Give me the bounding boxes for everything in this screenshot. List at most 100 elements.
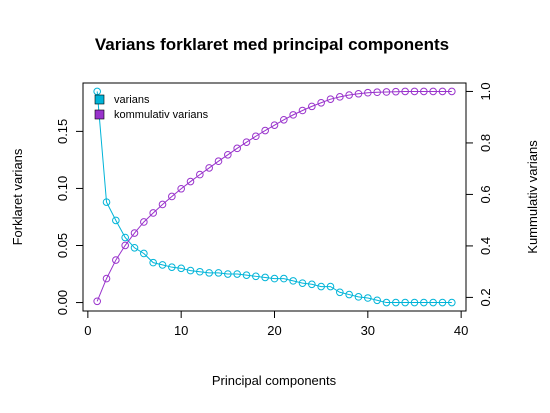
data-point-kommulativ-varians xyxy=(373,88,381,97)
x-tick-label: 20 xyxy=(267,323,281,338)
data-point-varians xyxy=(336,288,344,297)
x-tick-label: 10 xyxy=(174,323,188,338)
data-point-varians xyxy=(168,263,176,271)
data-point-kommulativ-varians xyxy=(149,209,157,217)
data-point-varians xyxy=(373,296,381,305)
data-point-kommulativ-varians xyxy=(289,111,297,119)
data-point-kommulativ-varians xyxy=(410,87,419,96)
data-point-varians xyxy=(196,267,204,276)
data-point-varians xyxy=(177,264,185,273)
x-tick-label: 0 xyxy=(84,323,91,338)
y-axis-left: 0.00 0.05 0.10 0.15 xyxy=(55,119,84,315)
data-point-varians xyxy=(410,298,419,307)
data-point-kommulativ-varians xyxy=(140,218,148,226)
data-point-kommulativ-varians xyxy=(130,229,139,237)
data-point-varians xyxy=(326,282,335,291)
data-point-varians xyxy=(214,269,223,277)
data-point-kommulativ-varians xyxy=(308,102,316,111)
series-line-kommulativ-varians xyxy=(96,90,452,302)
data-point-kommulativ-varians xyxy=(429,87,437,96)
data-point-kommulativ-varians xyxy=(401,87,409,96)
data-point-kommulativ-varians xyxy=(214,157,223,166)
chart-title: Varians forklaret med principal componen… xyxy=(95,35,449,54)
data-point-varians xyxy=(420,298,428,307)
data-point-varians xyxy=(112,216,120,225)
data-point-kommulativ-varians xyxy=(392,87,400,96)
legend: varians kommulativ varians xyxy=(94,94,209,121)
x-axis-label: Principal components xyxy=(212,373,337,388)
data-point-varians xyxy=(186,266,195,275)
data-point-kommulativ-varians xyxy=(205,164,213,172)
legend-label-varians: varians xyxy=(114,94,150,106)
y-axis-right: 0.2 0.4 0.6 0.8 1.0 xyxy=(465,82,493,306)
data-point-kommulativ-varians xyxy=(242,138,251,146)
data-point-varians xyxy=(308,280,316,289)
data-point-kommulativ-varians xyxy=(448,87,456,96)
series-layer xyxy=(93,87,456,307)
data-point-kommulativ-varians xyxy=(317,98,325,107)
y-right-tick-label: 0.8 xyxy=(478,134,493,152)
data-point-varians xyxy=(149,258,157,267)
data-point-kommulativ-varians xyxy=(298,106,307,115)
data-point-varians xyxy=(205,269,213,277)
x-tick-label: 30 xyxy=(361,323,375,338)
data-point-kommulativ-varians xyxy=(196,170,204,179)
data-point-kommulativ-varians xyxy=(354,89,363,98)
data-point-kommulativ-varians xyxy=(345,91,353,99)
data-point-kommulativ-varians xyxy=(326,95,335,103)
data-point-kommulativ-varians xyxy=(336,93,344,101)
data-point-varians xyxy=(364,294,372,302)
x-tick-label: 40 xyxy=(454,323,468,338)
data-point-kommulativ-varians xyxy=(270,121,279,129)
data-point-varians xyxy=(317,282,325,291)
data-point-kommulativ-varians xyxy=(438,87,447,96)
data-point-varians xyxy=(392,298,400,307)
legend-label-kommulativ-varians: kommulativ varians xyxy=(114,109,209,121)
data-point-kommulativ-varians xyxy=(233,144,241,153)
y-left-tick-label: 0.10 xyxy=(55,176,70,201)
data-point-kommulativ-varians xyxy=(186,177,195,186)
y-axis-right-label: Kummulativ varians xyxy=(525,140,540,254)
data-point-varians xyxy=(280,274,288,283)
data-point-varians xyxy=(252,272,260,281)
data-point-varians xyxy=(261,273,269,282)
y-left-tick-label: 0.05 xyxy=(55,233,70,258)
data-point-varians xyxy=(224,270,232,278)
data-point-varians xyxy=(401,298,409,307)
data-point-kommulativ-varians xyxy=(121,241,129,250)
data-point-kommulativ-varians xyxy=(224,150,232,159)
data-point-varians xyxy=(158,261,167,269)
y-right-tick-label: 0.2 xyxy=(478,288,493,306)
data-point-varians xyxy=(382,298,391,307)
data-point-varians xyxy=(429,298,437,307)
data-point-varians xyxy=(242,271,251,279)
y-right-tick-label: 0.4 xyxy=(478,237,493,255)
data-point-varians xyxy=(233,270,241,278)
y-left-tick-label: 0.15 xyxy=(55,119,70,144)
data-point-varians xyxy=(140,249,148,258)
data-point-varians xyxy=(270,274,279,283)
data-point-varians xyxy=(102,198,111,206)
data-point-varians xyxy=(121,233,129,242)
data-point-kommulativ-varians xyxy=(261,126,269,135)
data-point-varians xyxy=(130,243,139,252)
x-axis: 0 10 20 30 40 xyxy=(84,310,468,338)
data-point-kommulativ-varians xyxy=(112,256,120,264)
y-left-tick-label: 0.00 xyxy=(55,290,70,315)
legend-swatch-kommulativ-varians xyxy=(94,109,105,120)
data-point-kommulativ-varians xyxy=(102,274,111,283)
data-point-kommulativ-varians xyxy=(280,115,288,124)
data-point-varians xyxy=(289,277,297,285)
y-right-tick-label: 1.0 xyxy=(478,82,493,100)
y-axis-left-label: Forklaret varians xyxy=(10,148,25,245)
data-point-kommulativ-varians xyxy=(252,132,260,141)
legend-swatch-varians xyxy=(94,94,105,105)
series-line-varians xyxy=(96,91,452,304)
data-point-varians xyxy=(448,298,456,307)
data-point-varians xyxy=(298,279,307,287)
data-point-varians xyxy=(354,293,363,301)
data-point-kommulativ-varians xyxy=(177,184,185,193)
data-point-kommulativ-varians xyxy=(93,297,101,306)
data-point-varians xyxy=(345,290,353,299)
